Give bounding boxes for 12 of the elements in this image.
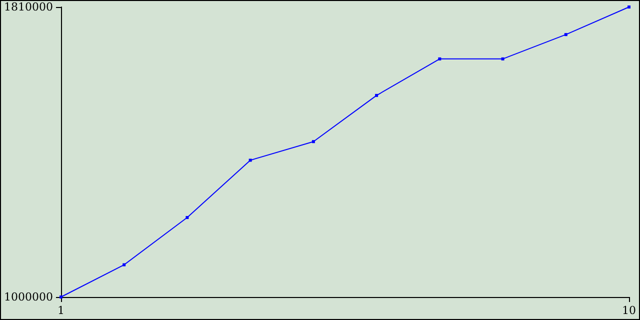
point xyxy=(564,33,568,36)
y-tick-label: 1000000 xyxy=(4,290,53,304)
point xyxy=(122,263,126,266)
x-tick-label: 10 xyxy=(622,304,636,317)
point xyxy=(375,94,378,97)
point xyxy=(438,57,442,60)
point xyxy=(186,216,189,220)
y-tick-label: 1810000 xyxy=(4,0,53,14)
point xyxy=(248,158,252,162)
point xyxy=(312,140,315,144)
x-tick-label: 1 xyxy=(57,304,64,317)
point xyxy=(501,57,504,60)
